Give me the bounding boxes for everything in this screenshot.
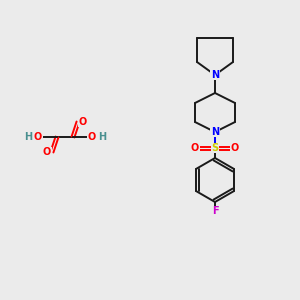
Text: O: O xyxy=(34,132,42,142)
Text: O: O xyxy=(43,147,51,157)
Text: H: H xyxy=(98,132,106,142)
Text: S: S xyxy=(212,143,219,153)
Text: O: O xyxy=(79,117,87,127)
Text: F: F xyxy=(212,206,218,216)
Text: N: N xyxy=(211,127,219,137)
Text: H: H xyxy=(24,132,32,142)
Text: N: N xyxy=(211,70,219,80)
Text: O: O xyxy=(191,143,199,153)
Text: O: O xyxy=(88,132,96,142)
Text: O: O xyxy=(231,143,239,153)
